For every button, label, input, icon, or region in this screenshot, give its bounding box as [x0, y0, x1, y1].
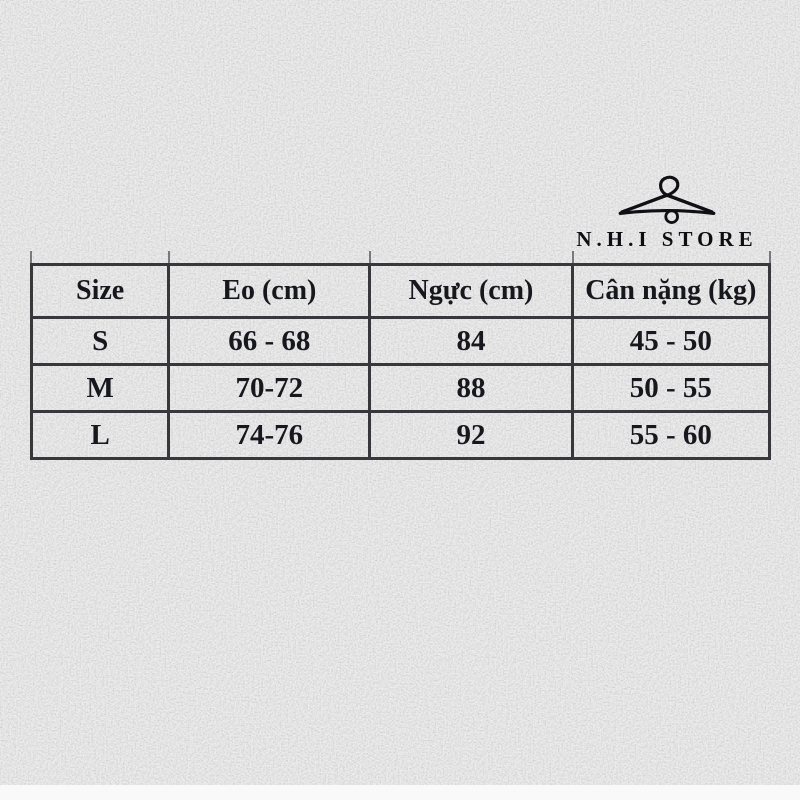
bottom-edge-strip [0, 785, 800, 800]
hanger-icon [618, 175, 716, 224]
table-rule-artifact [168, 251, 170, 264]
column-header-eo: Eo (cm) [167, 263, 372, 319]
column-header-cannang: Cân nặng (kg) [570, 263, 772, 319]
cell-eo: 66 - 68 [167, 316, 372, 366]
cell-size: L [29, 410, 171, 460]
table-row-s: S 66 - 68 84 45 - 50 [29, 316, 772, 366]
cell-cannang: 45 - 50 [570, 316, 772, 366]
cell-eo: 70-72 [167, 363, 372, 413]
table-header-row: Size Eo (cm) Ngực (cm) Cân nặng (kg) [29, 263, 772, 319]
cell-nguc: 92 [368, 410, 574, 460]
cell-eo: 74-76 [167, 410, 372, 460]
column-header-size: Size [29, 263, 171, 319]
cell-size: S [29, 316, 171, 366]
table-rule-artifact [769, 251, 771, 264]
table-row-m: M 70-72 88 50 - 55 [29, 363, 772, 413]
cell-nguc: 88 [368, 363, 574, 413]
cell-nguc: 84 [368, 316, 574, 366]
cell-size: M [29, 363, 171, 413]
cell-cannang: 50 - 55 [570, 363, 772, 413]
table-row-l: L 74-76 92 55 - 60 [29, 410, 772, 460]
cell-cannang: 55 - 60 [570, 410, 772, 460]
table-rule-artifact [30, 251, 32, 264]
brand-name: N.H.I STORE [576, 227, 758, 251]
brand-logo: N.H.I STORE [558, 168, 776, 252]
size-chart-table: Size Eo (cm) Ngực (cm) Cân nặng (kg) S 6… [29, 263, 772, 460]
table-rule-artifact [572, 251, 574, 264]
column-header-nguc: Ngực (cm) [368, 263, 574, 319]
table-rule-artifact [369, 251, 371, 264]
